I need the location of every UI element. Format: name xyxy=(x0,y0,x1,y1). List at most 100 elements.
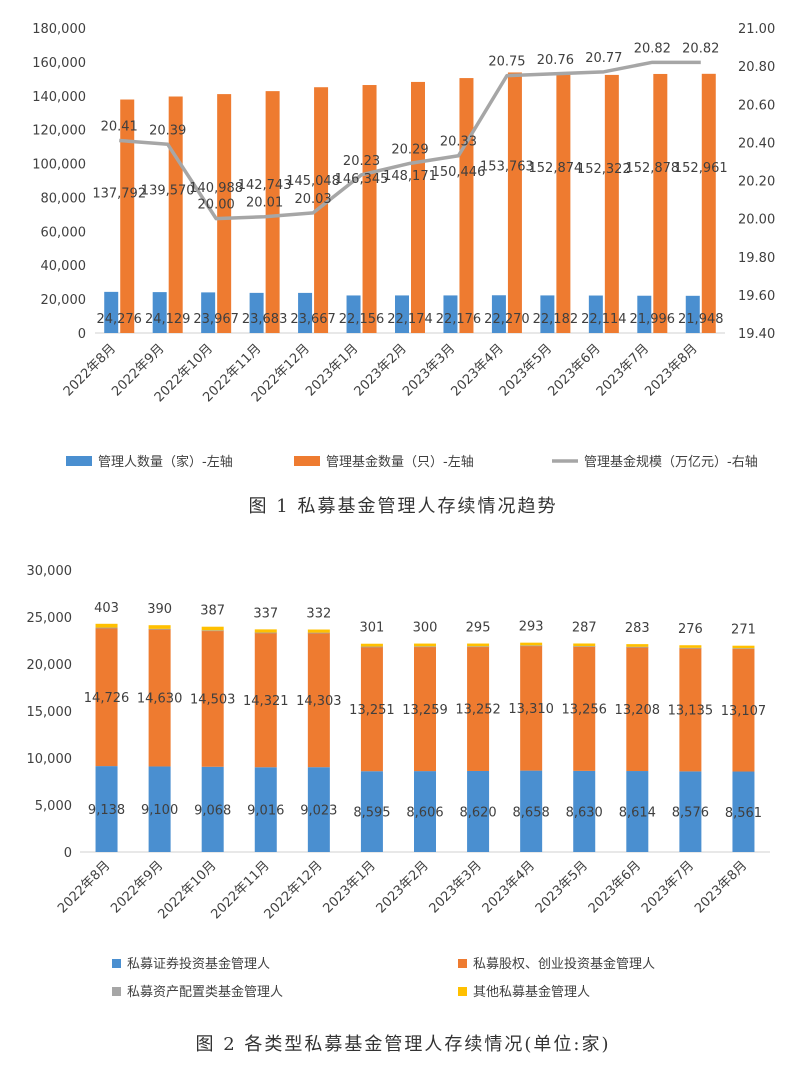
chart-2-bar-segment xyxy=(95,627,118,767)
chart-2-bar-segment xyxy=(467,770,490,852)
chart-2-y-tick: 15,000 xyxy=(27,705,73,720)
chart-1-bar-funds xyxy=(556,73,571,333)
chart-1-label-scale: 20.77 xyxy=(585,51,622,66)
chart-2-label-equity: 13,256 xyxy=(561,703,607,718)
chart-1-label-scale: 20.00 xyxy=(198,198,235,213)
chart-2-bar-segment xyxy=(732,648,755,772)
chart-2-x-tick: 2022年9月 xyxy=(108,858,166,916)
chart-1-legend-label: 管理人数量（家）-左轴 xyxy=(98,454,233,470)
chart-2-bar-segment xyxy=(679,771,702,852)
chart-2-label-equity: 14,303 xyxy=(296,694,342,709)
chart-1-label-funds: 139,570 xyxy=(141,184,195,199)
chart-1-legend-label: 管理基金数量（只）-左轴 xyxy=(326,454,474,470)
chart-1-x-tick: 2023年8月 xyxy=(642,341,700,399)
chart-1-bar-managers xyxy=(588,295,603,333)
chart-2-bar-segment xyxy=(467,643,490,647)
chart-1-bar-funds xyxy=(265,91,280,333)
chart-2-y-tick: 30,000 xyxy=(27,564,73,579)
chart-2-bar-segment xyxy=(573,646,596,647)
chart-2-legend-swatch xyxy=(458,987,467,996)
chart-1-label-managers: 23,667 xyxy=(290,312,336,327)
chart-2-legend-label: 其他私募基金管理人 xyxy=(473,984,590,1000)
chart-2-label-securities: 9,016 xyxy=(247,804,284,819)
chart-1-y2-tick: 20.80 xyxy=(738,60,775,75)
chart-1-label-funds: 142,743 xyxy=(238,178,292,193)
chart-1-y-tick: 20,000 xyxy=(41,293,87,308)
chart-1-bar-managers xyxy=(104,291,119,333)
chart-2-legend-label: 私募资产配置类基金管理人 xyxy=(127,984,283,1000)
chart-2-bar-segment xyxy=(573,646,596,771)
chart-2-bar-segment xyxy=(360,643,383,647)
chart-2-x-tick: 2023年4月 xyxy=(480,858,538,916)
chart-1-bar-managers xyxy=(249,292,264,333)
chart-2-bar-segment xyxy=(201,630,224,767)
chart-2-label-other: 337 xyxy=(253,606,278,621)
chart-2-bar-segment xyxy=(679,645,702,648)
chart-2-x-tick: 2023年3月 xyxy=(427,858,485,916)
chart-2-bar-segment xyxy=(95,627,118,629)
chart-2-bar-segment xyxy=(414,771,436,852)
chart-1-label-scale: 20.23 xyxy=(343,154,380,169)
chart-1-y-tick: 100,000 xyxy=(32,158,86,173)
chart-1-line-scale xyxy=(119,60,701,221)
chart-2-bar-segment xyxy=(254,632,277,768)
chart-1-label-managers: 24,276 xyxy=(96,312,142,327)
chart-2-label-securities: 8,576 xyxy=(672,806,709,821)
chart-2-bar-segment xyxy=(679,647,702,649)
chart-1-bar-managers xyxy=(152,292,167,333)
chart-1-bar-funds xyxy=(362,85,377,334)
chart-2-x-tick: 2023年2月 xyxy=(374,858,432,916)
chart-1-label-scale: 20.01 xyxy=(246,196,283,211)
chart-1-y-tick: 60,000 xyxy=(41,225,87,240)
chart-1-y-tick: 80,000 xyxy=(41,191,87,206)
chart-2-label-other: 403 xyxy=(94,601,119,616)
chart-1-label-managers: 21,996 xyxy=(630,312,676,327)
chart-1-y-tick: 40,000 xyxy=(41,259,87,274)
chart-1-bar-funds xyxy=(459,78,474,334)
chart-2-bar-segment xyxy=(307,767,330,852)
chart-1-bar-funds xyxy=(120,99,135,334)
chart-2-bar-segment xyxy=(254,629,277,633)
chart-2-bar-segment xyxy=(254,767,277,852)
chart-1-bar-managers xyxy=(298,292,313,333)
chart-2-x-tick: 2023年6月 xyxy=(586,858,644,916)
chart-2-svg: 0 5,000 10,000 15,000 20,000 25,000 30,000 2022… xyxy=(27,564,770,1000)
chart-1-label-funds: 152,961 xyxy=(674,161,728,176)
chart-1-label-scale: 20.29 xyxy=(391,142,428,157)
chart-1-label-managers: 22,114 xyxy=(581,312,627,327)
chart-2-label-equity: 13,208 xyxy=(615,703,661,718)
chart-2-label-other: 295 xyxy=(466,621,491,636)
chart-1-y2-tick: 20.20 xyxy=(738,175,775,190)
chart-2-bar-segment xyxy=(95,623,118,628)
chart-1-label-managers: 22,176 xyxy=(436,312,482,327)
chart-2-bar-segment xyxy=(520,642,543,646)
chart-2-label-equity: 13,252 xyxy=(455,703,501,718)
chart-1-bar-funds xyxy=(604,74,619,333)
chart-1: 0 20,000 40,000 60,000 80,000 100,000 120,000 1… xyxy=(0,0,806,480)
chart-2-y-tick: 25,000 xyxy=(27,611,73,626)
chart-2-bar-segment xyxy=(307,632,330,768)
chart-1-y-tick: 140,000 xyxy=(32,90,86,105)
chart-2-bar-segment xyxy=(254,632,277,634)
chart-2-bar-segment xyxy=(307,629,330,633)
chart-1-bar-funds xyxy=(168,96,183,334)
chart-1-label-managers: 22,156 xyxy=(339,312,385,327)
chart-2-label-securities: 8,595 xyxy=(353,806,390,821)
chart-1-y-tick: 0 xyxy=(78,327,86,342)
chart-2-legend-label: 私募证券投资基金管理人 xyxy=(127,956,270,972)
chart-2-label-securities: 9,100 xyxy=(141,803,178,818)
chart-1-label-funds: 152,878 xyxy=(625,161,679,176)
chart-1-y2-tick: 20.60 xyxy=(738,98,775,113)
chart-1-label-funds: 140,988 xyxy=(189,181,243,196)
chart-2-bar-segment xyxy=(360,646,383,648)
chart-1-label-scale: 20.41 xyxy=(101,119,138,134)
chart-2-bar-segment xyxy=(148,625,171,629)
chart-1-bar-funds xyxy=(217,94,232,333)
chart-1-label-funds: 153,763 xyxy=(480,159,534,174)
chart-2-bar-segment xyxy=(573,770,596,852)
chart-2-label-equity: 13,107 xyxy=(721,704,767,719)
chart-2-bar-segment xyxy=(360,646,383,772)
chart-2-y-tick: 20,000 xyxy=(27,658,73,673)
chart-2-label-securities: 8,658 xyxy=(513,805,550,820)
chart-2-bar-segment xyxy=(414,646,436,648)
